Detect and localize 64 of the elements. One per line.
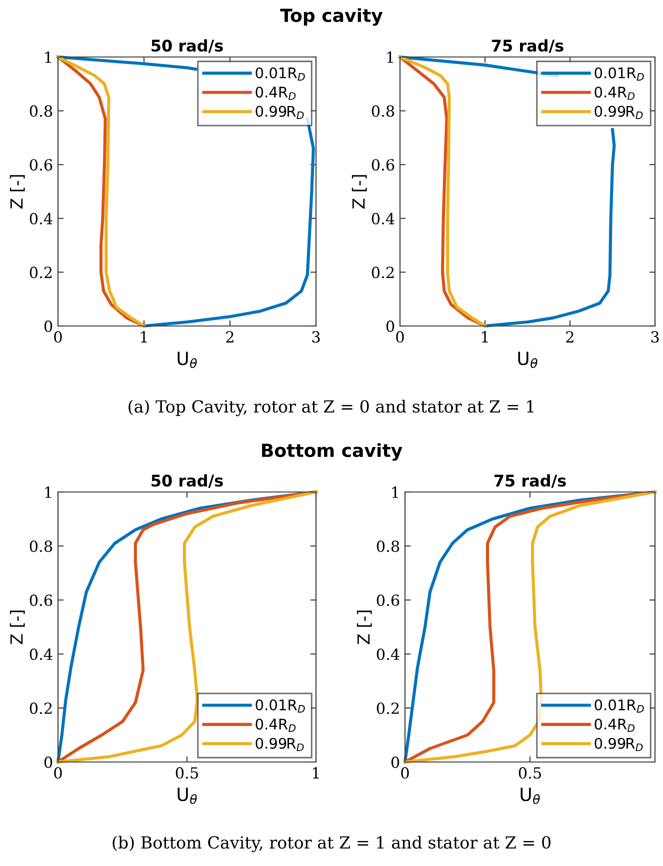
legend-label: 0.01R$_{D}$ [594,699,644,713]
y-axis-title: Z [-] [10,175,25,209]
chart-title: 50 rad/s [152,39,223,53]
y-tick-label: 0.8 [30,105,52,117]
y-axis-title: Z [-] [356,610,372,644]
x-tick-label: 0 [54,331,62,343]
text: (a) Top Cavity, rotor at Z = 0 and stator at Z = 1 [128,400,534,416]
y-tick-label: 0.4 [376,648,400,660]
legend-label: 0.4R$_{D}$ [594,86,635,100]
x-tick-label: 1 [313,767,319,778]
legend-label: 0.99R$_{D}$ [256,106,304,120]
text: (b) Bottom Cavity, rotor at Z = 1 and stator at Z = 0 [112,836,550,852]
y-tick-label: 0.6 [376,594,400,606]
y-tick-label: 0.6 [30,594,52,606]
chart-title: 75 rad/s [492,39,564,53]
y-tick-label: 0.2 [372,266,394,278]
x-tick-label: 3 [651,331,659,343]
y-tick-label: 0.2 [30,266,52,278]
x-tick-label: 0 [54,767,62,779]
y-tick-label: 0 [386,320,394,332]
x-tick-label: 2 [226,331,234,342]
x-tick-label: 2 [566,331,574,342]
x-tick-label: 1 [482,331,488,342]
text: Top cavity [280,8,383,26]
legend-label: 0.4R$_{D}$ [256,86,296,100]
x-tick-label: 3 [312,331,320,343]
y-tick-label: 0 [44,756,52,768]
legend-label: 0.01R$_{D}$ [594,67,644,81]
legend-label: 0.01R$_{D}$ [256,67,305,81]
x-axis-title: U$_{θ}$ [178,352,197,368]
legend-label: 0.4R$_{D}$ [256,718,296,732]
chart-title: 75 rad/s [494,474,566,488]
y-tick-label: 0.6 [372,159,394,171]
x-tick-label: 0 [401,767,409,779]
y-tick-label: 1 [45,51,51,63]
y-tick-label: 0.4 [372,212,394,224]
legend-label: 0.99R$_{D}$ [594,106,643,120]
y-tick-label: 1 [45,486,51,498]
y-tick-label: 0 [391,756,400,768]
x-axis-title: U$_{θ}$ [518,352,538,368]
x-tick-label: 0.5 [518,767,541,779]
y-tick-label: 0.2 [30,702,52,714]
x-axis-title: U$_{θ}$ [178,788,197,804]
y-tick-label: 0.4 [30,648,52,660]
y-tick-label: 1 [392,486,398,498]
y-axis-title: Z [-] [10,610,25,644]
y-tick-label: 0.8 [376,540,400,552]
text: Bottom cavity [262,443,402,461]
y-tick-label: 0.8 [30,540,52,552]
y-tick-label: 0.2 [376,702,399,714]
x-axis-title: U$_{θ}$ [520,788,540,804]
y-tick-label: 0.8 [372,105,394,117]
chart-title: 50 rad/s [152,474,223,488]
legend-label: 0.4R$_{D}$ [594,718,635,732]
legend-label: 0.01R$_{D}$ [256,699,305,713]
x-tick-label: 1 [141,331,147,342]
y-tick-label: 0 [44,320,52,332]
y-tick-label: 1 [387,51,393,63]
x-tick-label: 0.5 [176,767,198,779]
legend-label: 0.99R$_{D}$ [594,738,643,752]
legend-label: 0.99R$_{D}$ [256,738,304,752]
y-axis-title: Z [-] [352,175,367,209]
y-tick-label: 0.4 [30,212,52,224]
y-tick-label: 0.6 [30,159,52,171]
